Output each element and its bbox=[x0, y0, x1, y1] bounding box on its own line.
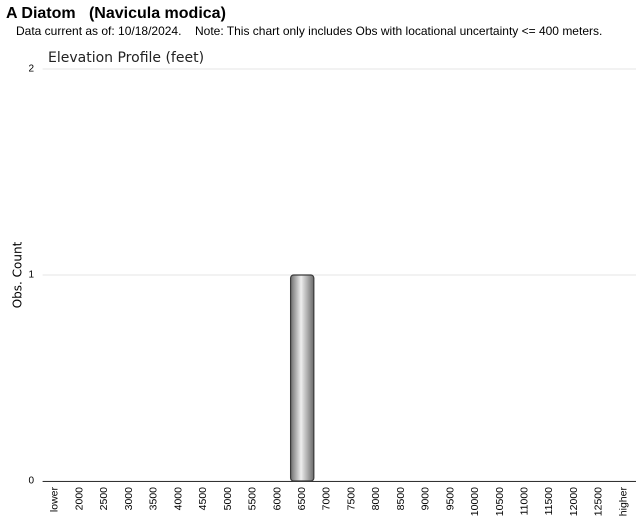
x-tick-label: 2500 bbox=[98, 487, 110, 511]
x-tick-label: 12500 bbox=[593, 487, 605, 516]
y-axis-label: Obs. Count bbox=[11, 241, 25, 308]
x-tick-label: 4000 bbox=[172, 487, 184, 511]
x-tick-label: 10500 bbox=[494, 487, 506, 516]
y-tick-label: 0 bbox=[28, 476, 34, 487]
x-tick-label: 6000 bbox=[271, 487, 283, 511]
x-tick-label: 3000 bbox=[123, 487, 135, 511]
x-tick-label: higher bbox=[617, 487, 629, 517]
chart-title: Elevation Profile (feet) bbox=[48, 50, 204, 66]
x-tick-label: 5500 bbox=[247, 487, 259, 511]
x-tick-label: 8500 bbox=[395, 487, 407, 511]
x-tick-label: 7000 bbox=[321, 487, 333, 511]
x-tick-label: 6500 bbox=[296, 487, 308, 511]
x-tick-label: 12000 bbox=[568, 487, 580, 516]
x-tick-label: 9500 bbox=[444, 487, 456, 511]
y-tick-label: 1 bbox=[28, 270, 34, 281]
x-tick-label: 9000 bbox=[420, 487, 432, 511]
x-tick-label: 5000 bbox=[222, 487, 234, 511]
x-tick-label: 2000 bbox=[73, 487, 85, 511]
x-tick-label: 11000 bbox=[519, 487, 531, 516]
x-tick-label: lower bbox=[49, 486, 61, 512]
bar bbox=[289, 274, 315, 482]
x-tick-label: 3500 bbox=[148, 487, 160, 511]
x-tick-label: 10000 bbox=[469, 487, 481, 516]
title: A Diatom (Navicula modica) bbox=[6, 5, 226, 22]
subtitle: Data current as of: 10/18/2024. bbox=[16, 24, 181, 38]
y-tick-label: 2 bbox=[28, 64, 34, 75]
x-tick-label: 4500 bbox=[197, 487, 209, 511]
note: Note: This chart only includes Obs with … bbox=[195, 24, 602, 38]
x-tick-label: 11500 bbox=[543, 487, 555, 516]
x-tick-label: 8000 bbox=[370, 487, 382, 511]
x-tick-label: 7500 bbox=[345, 487, 357, 511]
